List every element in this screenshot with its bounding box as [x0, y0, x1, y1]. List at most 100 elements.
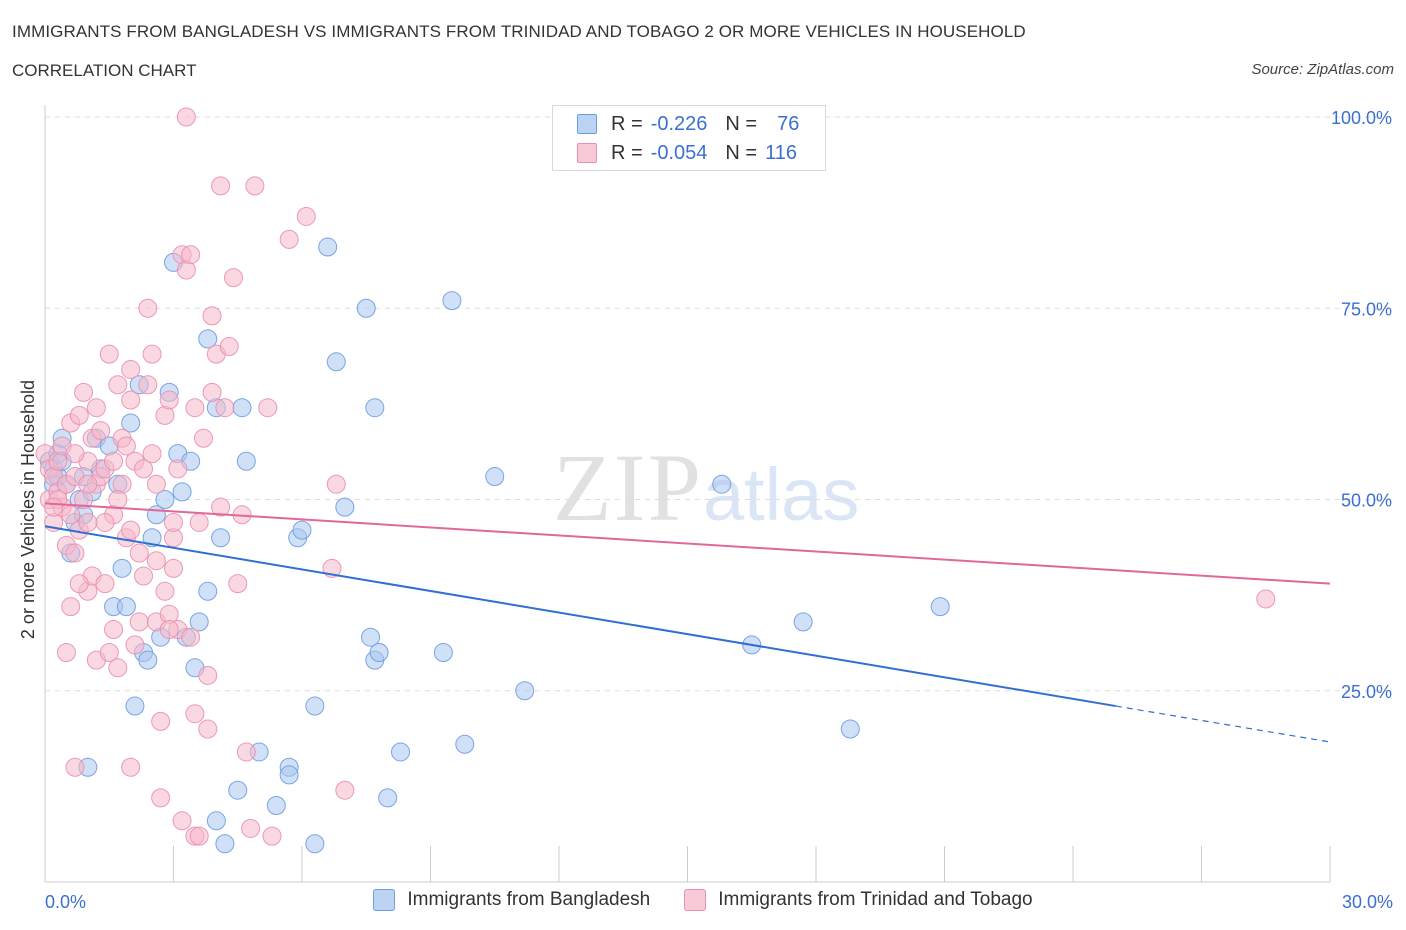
trinidad-point: [159, 620, 179, 640]
trinidad-point: [185, 704, 205, 724]
y-tick-label: 50.0%: [1341, 491, 1392, 511]
trinidad-point: [181, 627, 201, 647]
bangladesh-point: [305, 834, 325, 854]
series-label: Immigrants from Bangladesh: [407, 889, 651, 910]
bangladesh-point: [266, 796, 286, 815]
trinidad-point: [189, 512, 209, 532]
trinidad-point: [202, 382, 222, 402]
bangladesh-point: [215, 834, 235, 854]
bangladesh-point: [335, 497, 355, 517]
bangladesh-point: [142, 528, 162, 548]
trinidad-point: [104, 451, 124, 471]
y-tick-label: 100.0%: [1331, 108, 1392, 128]
trinidad-point: [219, 337, 239, 356]
trinidad-point: [155, 581, 175, 601]
series-label: Immigrants from Trinidad and Tobago: [718, 889, 1033, 910]
bangladesh-point: [369, 643, 389, 662]
trinidad-point: [121, 390, 141, 410]
trinidad-point: [185, 398, 205, 418]
trinidad-point: [134, 566, 154, 586]
trinidad-point: [296, 206, 316, 226]
bangladesh-point: [515, 681, 535, 701]
trinidad-point: [181, 245, 201, 265]
watermark-atlas: atlas: [703, 453, 860, 536]
trinidad-point: [121, 520, 141, 540]
legend-r-value: -0.054: [650, 141, 708, 164]
bangladesh-point: [138, 650, 158, 670]
trinidad-point: [142, 344, 162, 364]
correlation-legend: R = -0.226 N = 76 R = -0.054 N = 116: [552, 105, 826, 171]
trinidad-point: [258, 398, 278, 418]
source-label: Source: ZipAtlas.com: [1251, 61, 1394, 78]
trinidad-point: [236, 742, 256, 762]
trinidad-point: [78, 512, 98, 532]
bangladesh-trend-line: [44, 525, 1116, 708]
bangladesh-point: [378, 788, 398, 808]
bangladesh-point: [155, 490, 175, 509]
legend-n-label: N =: [725, 112, 758, 135]
trinidad-point: [172, 811, 192, 831]
legend-n-value: 76: [777, 112, 800, 135]
legend-row-bangladesh: R = -0.226 N = 76: [577, 110, 799, 138]
trinidad-point: [262, 826, 282, 846]
trinidad-point: [279, 229, 299, 249]
series-legend-trinidad: Immigrants from Trinidad and Tobago: [684, 889, 1033, 911]
trinidad-point: [202, 306, 222, 326]
trinidad-point: [198, 665, 218, 685]
legend-n-value: 116: [765, 141, 797, 164]
bangladesh-point: [305, 696, 325, 716]
trinidad-point: [91, 421, 111, 441]
trinidad-point: [245, 176, 265, 196]
y-tick-label: 25.0%: [1341, 682, 1392, 702]
trinidad-point: [241, 818, 261, 838]
legend-row-trinidad: R = -0.054 N = 116: [577, 139, 797, 167]
trinidad-point: [326, 474, 346, 494]
bangladesh-point: [125, 696, 145, 716]
trinidad-point: [116, 436, 136, 456]
trinidad-point: [211, 176, 231, 196]
watermark: ZIPatlas: [553, 432, 859, 543]
bangladesh-point: [211, 528, 231, 548]
bangladesh-point: [172, 482, 192, 502]
trinidad-point: [142, 444, 162, 464]
bangladesh-point: [326, 352, 346, 372]
bangladesh-point: [442, 291, 462, 311]
trinidad-point: [121, 359, 141, 379]
trinidad-point: [121, 757, 141, 777]
trinidad-point: [215, 398, 235, 418]
trinidad-point: [99, 643, 119, 662]
trinidad-point: [159, 390, 179, 410]
trinidad-point: [61, 597, 81, 617]
trinidad-point: [138, 375, 158, 395]
bangladesh-point: [121, 413, 141, 433]
trinidad-point: [69, 574, 89, 594]
trinidad-point: [69, 405, 89, 425]
bangladesh-point: [485, 467, 505, 487]
trinidad-point: [95, 512, 115, 532]
trinidad-point: [78, 474, 98, 494]
bangladesh-point: [318, 237, 338, 257]
trinidad-point: [108, 658, 128, 678]
legend-r-value: -0.226: [650, 112, 708, 135]
legend-r-label: R =: [611, 112, 643, 135]
trinidad-point: [176, 107, 196, 127]
bangladesh-point: [455, 734, 475, 754]
bangladesh-point: [433, 643, 453, 662]
bangladesh-point: [189, 612, 209, 632]
y-axis-label: 2 or more Vehicles in Household: [18, 380, 38, 639]
bangladesh-point: [198, 581, 218, 601]
bangladesh-point: [116, 597, 136, 617]
trinidad-point: [65, 444, 85, 464]
trinidad-point: [168, 459, 188, 479]
trinidad-point: [129, 612, 149, 632]
trinidad-point: [134, 459, 154, 479]
series-swatch-pink: [684, 889, 707, 911]
bangladesh-point: [391, 742, 411, 762]
trinidad-point: [335, 780, 355, 800]
trinidad-point: [1256, 589, 1276, 609]
trinidad-point: [99, 344, 119, 364]
watermark-zip: ZIP: [553, 434, 703, 541]
bangladesh-point: [112, 558, 132, 578]
chart-subtitle: CORRELATION CHART: [12, 61, 197, 80]
